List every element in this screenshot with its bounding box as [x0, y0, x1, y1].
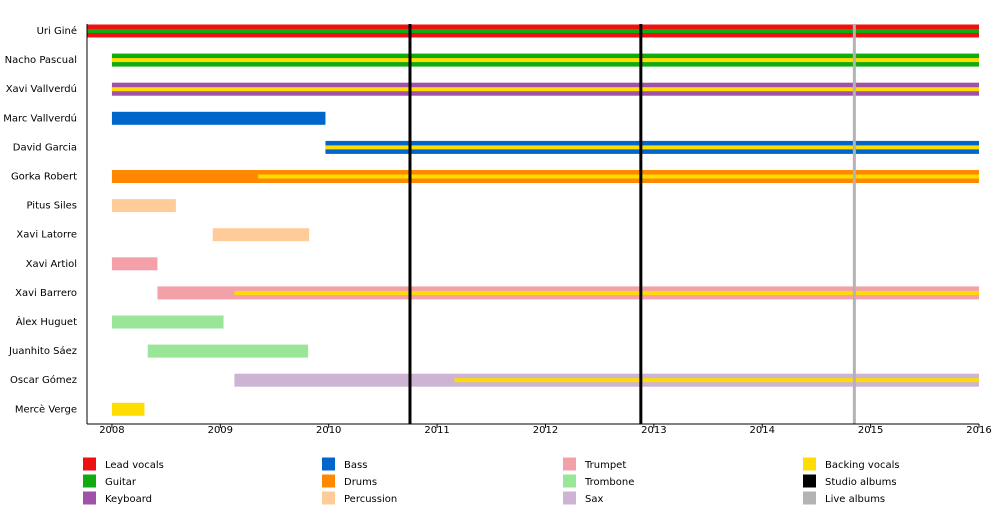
x-tick-label: 2010	[316, 425, 341, 436]
legend-label: Guitar	[105, 477, 137, 488]
x-tick-label: 2011	[424, 425, 449, 436]
member-label: Xavi Barrero	[15, 288, 77, 299]
legend-label: Backing vocals	[825, 460, 900, 471]
role-bar	[147, 344, 309, 358]
member-label: Mercè Verge	[15, 403, 77, 415]
legend-label: Studio albums	[825, 477, 897, 488]
legend-label: Bass	[344, 460, 367, 471]
role-stripe	[111, 58, 979, 63]
x-tick-label: 2008	[99, 425, 124, 436]
x-tick-label: 2015	[858, 425, 883, 436]
role-stripe	[325, 145, 979, 150]
role-stripe	[87, 29, 979, 33]
legend-swatch	[322, 474, 335, 488]
x-tick-label: 2012	[533, 425, 558, 436]
x-tick-label: 2013	[641, 425, 666, 436]
legend-label: Live albums	[825, 494, 885, 505]
role-bar	[111, 257, 158, 271]
member-label: David Garcia	[13, 142, 77, 153]
legend-label: Lead vocals	[105, 460, 164, 471]
legend-swatch	[322, 457, 335, 471]
x-tick-label: 2009	[208, 425, 233, 436]
legend-label: Trombone	[584, 477, 634, 488]
member-label: Xavi Vallverdú	[6, 83, 77, 95]
legend-swatch	[322, 491, 335, 505]
member-label: Uri Giné	[37, 25, 77, 37]
role-stripe	[258, 174, 979, 179]
legend-label: Trumpet	[584, 460, 626, 471]
role-stripe	[111, 87, 979, 92]
legend-label: Keyboard	[105, 494, 152, 505]
legend-swatch	[803, 457, 816, 471]
legend-label: Drums	[344, 477, 377, 488]
legend-label: Percussion	[344, 494, 397, 505]
member-label: Àlex Huguet	[16, 315, 77, 328]
member-label: Gorka Robert	[11, 172, 77, 183]
legend-swatch	[83, 474, 96, 488]
role-bar	[111, 199, 176, 213]
role-bar	[212, 228, 310, 242]
role-stripe	[454, 378, 979, 383]
legend-label: Sax	[585, 494, 603, 505]
member-label: Pitus Siles	[26, 201, 77, 212]
member-label: Xavi Artiol	[26, 259, 77, 270]
legend-swatch	[803, 491, 816, 505]
member-label: Xavi Latorre	[16, 230, 77, 241]
role-bar	[111, 315, 224, 329]
x-tick-label: 2016	[966, 425, 991, 436]
role-bar	[111, 111, 326, 125]
role-bar	[111, 402, 145, 416]
member-label: Nacho Pascual	[5, 55, 77, 66]
legend-swatch	[563, 491, 576, 505]
member-label: Oscar Gómez	[10, 374, 77, 386]
member-label: Marc Vallverdú	[3, 112, 77, 124]
legend-swatch	[83, 457, 96, 471]
legend-swatch	[83, 491, 96, 505]
role-stripe	[234, 290, 979, 295]
x-tick-label: 2014	[750, 425, 775, 436]
legend-swatch	[563, 457, 576, 471]
member-label: Juanhito Sáez	[8, 345, 77, 357]
legend-swatch	[563, 474, 576, 488]
legend-swatch	[803, 474, 816, 488]
